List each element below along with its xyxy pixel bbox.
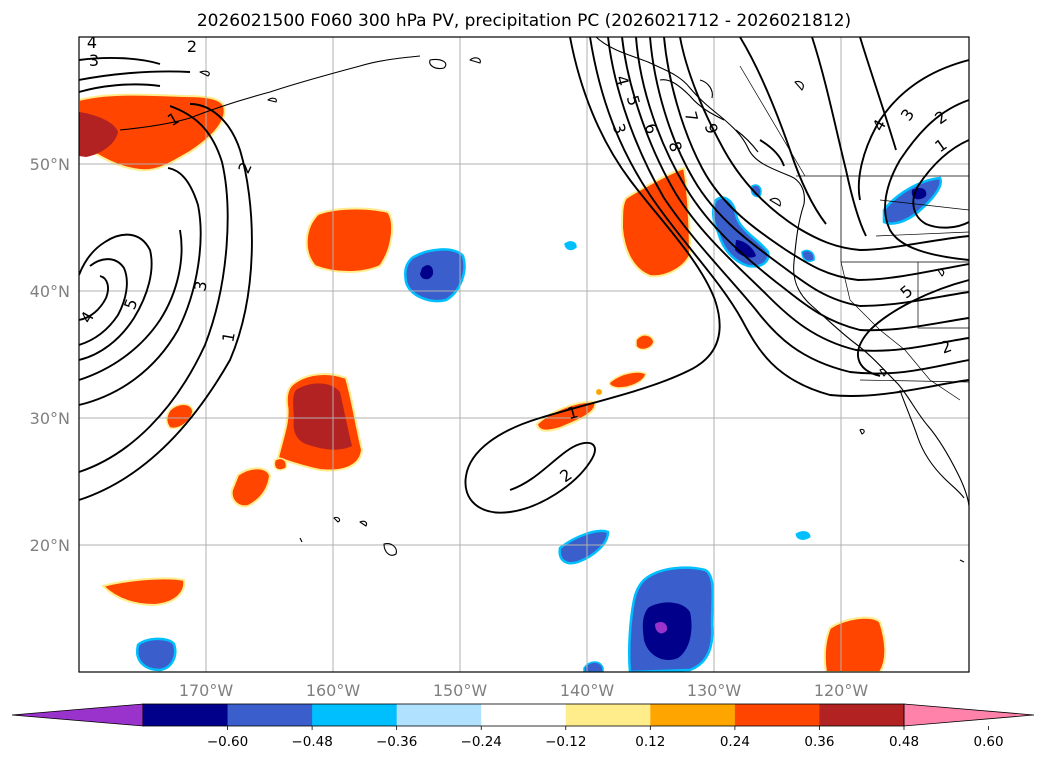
colorbar-tick-label: −0.12 — [545, 734, 586, 750]
contour-label: 8 — [665, 139, 686, 154]
colorbar-segment — [396, 704, 482, 726]
lat-tick-label: 50°N — [30, 155, 70, 174]
contour-label: 5 — [623, 93, 644, 108]
colorbar-segment — [481, 704, 567, 726]
precip-region — [620, 166, 692, 278]
colorbar-tick-label: −0.24 — [461, 734, 502, 750]
colorbar-tick-label: 0.48 — [889, 734, 919, 750]
colorbar-frame — [142, 703, 905, 727]
colorbar-extend-max — [903, 703, 1035, 727]
colorbar-tick-label: 0.36 — [804, 734, 834, 750]
colorbar — [11, 703, 1035, 727]
colorbar-tick-label: 0.24 — [720, 734, 750, 750]
lat-tick-label: 30°N — [30, 409, 70, 428]
colorbar-tick-label: −0.48 — [291, 734, 332, 750]
lat-tick-label: 40°N — [30, 282, 70, 301]
map-area: 2 1 1 2 3 1 5 4 3 4 2 4 5 3 6 8 7 9 4 3 … — [79, 33, 969, 672]
pv-contours — [79, 37, 969, 514]
map-frame — [78, 36, 970, 673]
precip-region — [404, 248, 466, 303]
contour-label: 2 — [187, 37, 197, 56]
colorbar-segment — [650, 704, 736, 726]
colorbar-tick-label: −0.60 — [207, 734, 248, 750]
lon-tick-label: 120°W — [814, 681, 869, 700]
lon-tick-labels: 170°W 160°W 150°W 140°W 130°W 120°W — [179, 681, 869, 700]
lat-tick-label: 20°N — [30, 536, 70, 555]
chart-title: 2026021500 F060 300 hPa PV, precipitatio… — [197, 11, 851, 31]
colorbar-tick-label: 0.12 — [635, 734, 665, 750]
contour-label: 1 — [218, 330, 238, 343]
contour-label: 1 — [565, 402, 580, 423]
lon-tick-label: 170°W — [179, 681, 234, 700]
coastlines — [119, 37, 969, 563]
precip-region — [823, 616, 887, 672]
contour-label: 3 — [190, 279, 210, 292]
borders — [739, 65, 969, 401]
contour-label: 9 — [701, 121, 722, 136]
precip-region — [305, 207, 394, 273]
colorbar-segment — [565, 704, 651, 726]
colorbar-segment — [143, 704, 229, 726]
lon-tick-label: 150°W — [433, 681, 488, 700]
contour-label: 4 — [87, 33, 97, 52]
colorbar-segment — [819, 704, 905, 726]
colorbar-labels: −0.60 −0.48 −0.36 −0.24 −0.12 0.12 0.24 0.36 0.4… — [207, 726, 1004, 750]
lon-tick-label: 140°W — [560, 681, 615, 700]
contour-label: 6 — [641, 121, 662, 136]
colorbar-segment — [734, 704, 820, 726]
colorbar-tick-label: 0.60 — [974, 734, 1004, 750]
precip-region — [558, 529, 610, 565]
precip-shading — [79, 93, 943, 672]
contour-label: 3 — [609, 121, 630, 136]
gridlines — [79, 37, 969, 672]
colorbar-tick-label: −0.36 — [376, 734, 417, 750]
contour-label: 7 — [681, 109, 702, 124]
colorbar-segment — [312, 704, 398, 726]
contour-label: 4 — [612, 73, 633, 88]
precip-region — [101, 577, 186, 607]
colorbar-extend-min — [11, 703, 144, 727]
lon-tick-label: 160°W — [306, 681, 361, 700]
lon-tick-label: 130°W — [687, 681, 742, 700]
precip-region — [135, 637, 177, 672]
contour-label: 3 — [89, 51, 99, 70]
colorbar-segment — [227, 704, 313, 726]
lat-tick-labels: 50°N 40°N 30°N 20°N — [30, 155, 70, 555]
